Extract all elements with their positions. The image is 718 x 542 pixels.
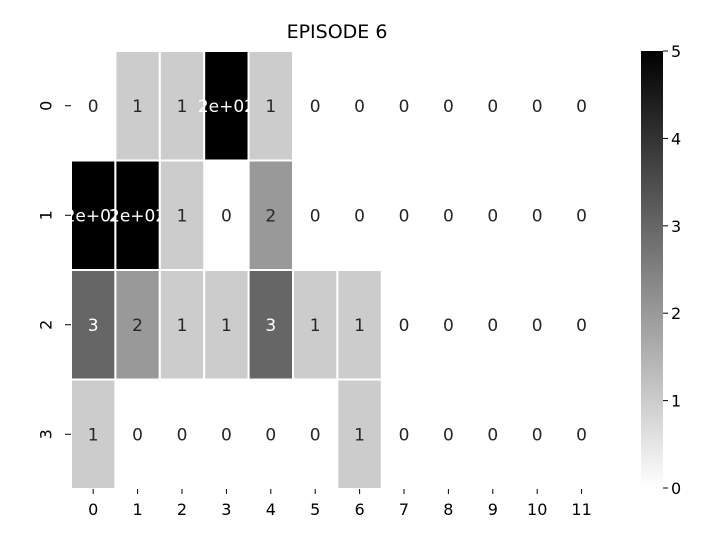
cell-label: 2e+02	[109, 206, 166, 226]
cell-label: 2	[132, 316, 143, 336]
x-tick-label: 9	[488, 500, 498, 519]
colorbar-gradient	[641, 51, 663, 488]
heatmap-cell	[158, 50, 206, 162]
x-tick-label: 8	[443, 500, 453, 519]
cell-label: 0	[576, 316, 587, 336]
heatmap-cell	[247, 159, 295, 271]
cell-label: 0	[532, 425, 543, 445]
x-tick-label: 0	[88, 500, 98, 519]
y-tick-label: 2	[37, 320, 56, 330]
cell-label: 1	[310, 316, 321, 336]
cell-label: 0	[487, 206, 498, 226]
cell-label: 0	[576, 97, 587, 117]
cell-label: 0	[576, 206, 587, 226]
x-axis-ticks: 0 1 2 3 4 5 6 7 8 9 10 11	[88, 489, 592, 519]
cell-label: 0	[443, 206, 454, 226]
colorbar: 0 1 2 3 4 5	[641, 42, 681, 498]
cell-label: 1	[221, 316, 232, 336]
heatmap-cell	[336, 378, 383, 490]
colorbar-tick-label: 2	[671, 304, 681, 323]
heatmap-cell	[70, 378, 117, 490]
cell-label: 1	[177, 206, 188, 226]
x-tick-label: 4	[266, 500, 276, 519]
cell-label: 0	[443, 425, 454, 445]
x-tick-label: 6	[355, 500, 365, 519]
heatmap-cell	[292, 269, 339, 381]
cell-label: 0	[221, 206, 232, 226]
cell-label: 0	[399, 425, 410, 445]
cell-label: 2e+02	[198, 97, 255, 117]
cell-label: 0	[487, 97, 498, 117]
cell-label: 1	[132, 97, 143, 117]
heatmap-cell	[158, 269, 206, 381]
cell-label: 0	[399, 97, 410, 117]
y-axis-ticks: 0 1 2 3	[37, 101, 71, 439]
cell-label: 0	[399, 206, 410, 226]
colorbar-tick-label: 1	[671, 392, 681, 411]
heatmap-cell	[70, 269, 117, 381]
chart-title: EPISODE 6	[287, 21, 388, 43]
cell-label: 0	[221, 425, 232, 445]
cell-label: 0	[532, 316, 543, 336]
heatmap-cell	[247, 50, 295, 162]
x-tick-label: 7	[399, 500, 409, 519]
heatmap-cell	[336, 269, 383, 381]
cell-label: 0	[399, 316, 410, 336]
colorbar-tick-label: 3	[671, 217, 681, 236]
colorbar-tick-label: 5	[671, 42, 681, 61]
cell-label: 0	[88, 97, 99, 117]
cell-label: 3	[265, 316, 276, 336]
cell-label: 0	[576, 425, 587, 445]
cell-label: 0	[310, 206, 321, 226]
heatmap-cell	[203, 50, 250, 162]
heatmap-cell	[114, 269, 161, 381]
cell-label: 0	[132, 425, 143, 445]
cell-label: 0	[310, 425, 321, 445]
cell-label: 1	[354, 316, 365, 336]
cell-label: 3	[88, 316, 99, 336]
cell-label: 0	[310, 97, 321, 117]
cell-label: 2e+02	[65, 206, 122, 226]
cell-label: 0	[265, 425, 276, 445]
cell-label: 0	[532, 97, 543, 117]
cell-label: 0	[443, 316, 454, 336]
x-tick-label: 11	[571, 500, 591, 519]
cell-label: 2	[265, 206, 276, 226]
y-tick-label: 1	[37, 210, 56, 220]
heatmap-cell	[158, 159, 206, 271]
colorbar-tick-label: 4	[671, 129, 681, 148]
y-tick-label: 0	[37, 101, 56, 111]
cell-label: 1	[177, 97, 188, 117]
y-tick-label: 3	[37, 429, 56, 439]
heatmap-cell	[203, 269, 250, 381]
cell-label: 0	[443, 97, 454, 117]
cell-label: 0	[532, 206, 543, 226]
heatmap-cell	[114, 50, 161, 162]
cell-label: 0	[487, 425, 498, 445]
cell-label: 1	[88, 425, 99, 445]
x-tick-label: 2	[177, 500, 187, 519]
heatmap-cell	[114, 159, 161, 271]
colorbar-tick-label: 0	[671, 479, 681, 498]
cell-label: 1	[177, 316, 188, 336]
cell-label: 0	[487, 316, 498, 336]
cell-label: 1	[265, 97, 276, 117]
cell-label: 0	[354, 97, 365, 117]
cell-label: 0	[177, 425, 188, 445]
x-tick-label: 10	[527, 500, 547, 519]
cell-label: 0	[354, 206, 365, 226]
cell-label: 1	[354, 425, 365, 445]
x-tick-label: 3	[221, 500, 231, 519]
x-tick-label: 5	[310, 500, 320, 519]
x-tick-label: 1	[133, 500, 143, 519]
heatmap-cell	[247, 269, 295, 381]
